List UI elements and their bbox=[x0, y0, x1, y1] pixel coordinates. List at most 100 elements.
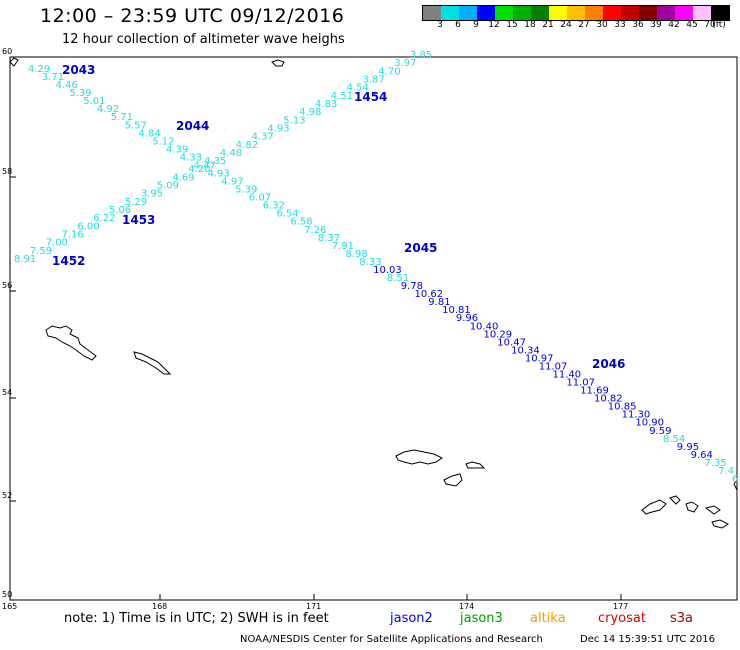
axis-ticks: 60 58 56 54 52 50 165 168 171 174 177 bbox=[2, 47, 628, 611]
lat-tick-label: 56 bbox=[2, 281, 12, 290]
map-border bbox=[9, 56, 738, 601]
swh-value: 10.40 bbox=[470, 321, 499, 332]
coastline bbox=[443, 473, 463, 487]
colorbar-label: 45 bbox=[686, 20, 698, 30]
swh-value: 9.64 bbox=[691, 450, 713, 461]
legend-s3a: s3a bbox=[670, 611, 694, 626]
swh-value: 4.84 bbox=[138, 128, 160, 139]
swh-value: 6.00 bbox=[77, 221, 99, 232]
map-frame bbox=[9, 56, 738, 601]
colorbar-swatch bbox=[423, 6, 441, 20]
swh-value: 4.69 bbox=[172, 172, 194, 183]
coastlines bbox=[9, 57, 738, 529]
coastline bbox=[669, 495, 681, 505]
swh-value: 8.51 bbox=[387, 273, 409, 284]
swh-value: 4.98 bbox=[299, 107, 321, 118]
colorbar-swatch bbox=[639, 6, 657, 20]
swh-value: 3.71 bbox=[42, 72, 64, 83]
swh-value: 9.96 bbox=[456, 313, 478, 324]
colorbar-swatch bbox=[549, 6, 567, 20]
colorbar-label: 12 bbox=[488, 20, 500, 30]
swh-value: 5.71 bbox=[111, 112, 133, 123]
swh-value: 10.03 bbox=[373, 265, 402, 276]
swh-value: 11.69 bbox=[580, 386, 609, 397]
legend-altika: altika bbox=[530, 611, 566, 626]
swh-value: 10.85 bbox=[608, 402, 637, 413]
swh-value: 4.39 bbox=[166, 144, 188, 155]
lon-tick-label: 168 bbox=[152, 602, 167, 611]
swh-value: 10.47 bbox=[497, 337, 526, 348]
colorbar-label: 33 bbox=[614, 20, 626, 30]
coastline bbox=[9, 57, 19, 67]
swh-value: 10.34 bbox=[511, 345, 540, 356]
map-subtitle: 12 hour collection of altimeter wave hei… bbox=[62, 32, 345, 47]
coastline bbox=[271, 59, 285, 67]
colorbar-label: (ft) bbox=[712, 20, 726, 30]
colorbar-swatch bbox=[621, 6, 639, 20]
colorbar-swatch bbox=[585, 6, 603, 20]
swh-value: 7.26 bbox=[304, 225, 326, 236]
swh-value: 4.48 bbox=[220, 148, 242, 159]
swh-value: 8.54 bbox=[663, 434, 685, 445]
swh-value: 5.39 bbox=[69, 88, 91, 99]
colorbar-label: 9 bbox=[473, 20, 479, 30]
swh-value: 3.85 bbox=[410, 50, 432, 61]
swh-value: 6.32 bbox=[263, 201, 285, 212]
colorbar-label: 3 bbox=[437, 20, 443, 30]
pass-time-label: 1454 bbox=[354, 90, 387, 104]
note-text: note: 1) Time is in UTC; 2) SWH is in fe… bbox=[64, 611, 329, 626]
swh-value: 11.07 bbox=[566, 378, 595, 389]
swh-value: 4.20 bbox=[188, 164, 210, 175]
swh-colorbar bbox=[422, 5, 730, 21]
lon-tick-label: 165 bbox=[2, 602, 17, 611]
swh-value: 4.29 bbox=[28, 64, 50, 75]
coastline bbox=[711, 519, 729, 529]
colorbar-swatch bbox=[693, 6, 711, 20]
swh-value: 5.13 bbox=[283, 115, 305, 126]
pass-time-labels: 2043 2044 1454 1453 1452 2045 2046 bbox=[52, 63, 625, 371]
footer-credit: NOAA/NESDIS Center for Satellite Applica… bbox=[240, 634, 543, 645]
swh-value: 10.97 bbox=[525, 353, 554, 364]
swh-value: 4.47 bbox=[194, 161, 216, 172]
lat-tick-label: 60 bbox=[2, 47, 12, 56]
swh-value: 5.09 bbox=[157, 181, 179, 192]
colorbar-swatch bbox=[513, 6, 531, 20]
swh-value: 5.39 bbox=[235, 185, 257, 196]
pass-time-label: 2046 bbox=[592, 357, 625, 371]
swh-value: 11.30 bbox=[622, 410, 651, 421]
colorbar-label: 18 bbox=[524, 20, 536, 30]
legend-cryosat: cryosat bbox=[598, 611, 646, 626]
swh-value: 4.46 bbox=[56, 80, 78, 91]
swh-value: 5.29 bbox=[125, 197, 147, 208]
swh-value: 4.37 bbox=[252, 132, 274, 143]
swh-track-values: 4.293.714.465.395.014.925.715.574.845.12… bbox=[14, 50, 738, 485]
swh-value: 9.81 bbox=[428, 297, 450, 308]
coastline bbox=[704, 505, 721, 515]
lon-tick-label: 177 bbox=[613, 602, 628, 611]
colorbar-label: 27 bbox=[578, 20, 590, 30]
colorbar-swatch bbox=[495, 6, 513, 20]
swh-value: 10.62 bbox=[415, 289, 444, 300]
colorbar-label: 70 bbox=[704, 20, 716, 30]
swh-value: 7.00 bbox=[46, 238, 68, 249]
swh-value: 6.07 bbox=[249, 193, 271, 204]
swh-value: 4.93 bbox=[267, 123, 289, 134]
colorbar-label: 30 bbox=[596, 20, 608, 30]
colorbar-swatch bbox=[441, 6, 459, 20]
swh-value: 5.57 bbox=[125, 120, 147, 131]
coastline bbox=[395, 449, 443, 465]
coastline bbox=[465, 461, 486, 469]
pass-time-label: 1453 bbox=[122, 213, 155, 227]
swh-value: 5.01 bbox=[83, 96, 105, 107]
swh-value: 8.91 bbox=[14, 254, 36, 265]
pass-time-label: 2045 bbox=[404, 241, 437, 255]
swh-value: 10.82 bbox=[594, 394, 623, 405]
colorbar-label: 36 bbox=[632, 20, 644, 30]
swh-value: 5.12 bbox=[152, 136, 174, 147]
colorbar-label: 15 bbox=[506, 20, 518, 30]
swh-value: 7.59 bbox=[30, 246, 52, 257]
swh-value: 8.33 bbox=[359, 257, 381, 268]
swh-value: 11.07 bbox=[539, 362, 568, 373]
swh-value: 10.29 bbox=[484, 329, 513, 340]
